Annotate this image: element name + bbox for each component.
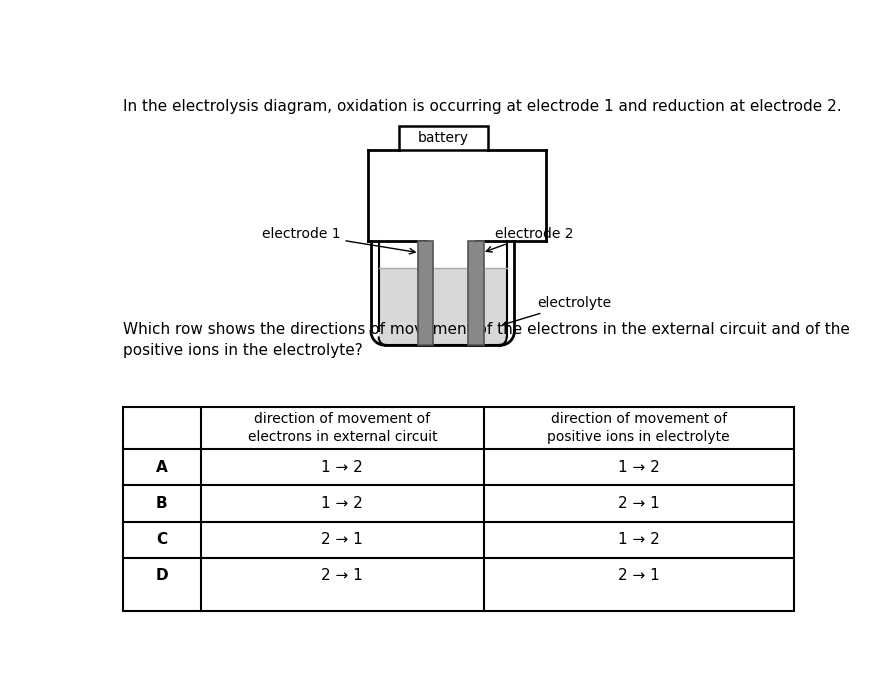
Text: electrode 2: electrode 2 [486, 227, 574, 252]
Text: 1 → 2: 1 → 2 [322, 496, 363, 511]
Bar [379, 268, 507, 345]
Text: C: C [156, 532, 167, 547]
Text: electrolyte: electrolyte [503, 296, 611, 326]
Bar [122, 407, 794, 611]
Bar [399, 126, 487, 150]
Text: 2 → 1: 2 → 1 [322, 569, 363, 583]
Text: 1 → 2: 1 → 2 [618, 460, 660, 475]
Text: A: A [156, 460, 167, 475]
Text: D: D [156, 569, 168, 583]
Text: B: B [156, 496, 167, 511]
Text: direction of movement of
electrons in external circuit: direction of movement of electrons in ex… [248, 412, 437, 443]
Text: 1 → 2: 1 → 2 [618, 532, 660, 547]
Text: In the electrolysis diagram, oxidation is occurring at electrode 1 and reduction: In the electrolysis diagram, oxidation i… [122, 99, 841, 114]
Text: direction of movement of
positive ions in electrolyte: direction of movement of positive ions i… [547, 412, 730, 443]
Text: Which row shows the directions of movement of the electrons in the external circ: Which row shows the directions of moveme… [122, 322, 849, 358]
Text: battery: battery [417, 131, 468, 145]
Bar [468, 241, 484, 345]
Text: 1 → 2: 1 → 2 [322, 460, 363, 475]
Text: 2 → 1: 2 → 1 [618, 496, 660, 511]
Text: 2 → 1: 2 → 1 [618, 569, 660, 583]
Text: 2 → 1: 2 → 1 [322, 532, 363, 547]
Text: electrode 1: electrode 1 [262, 227, 415, 254]
Bar [417, 241, 434, 345]
